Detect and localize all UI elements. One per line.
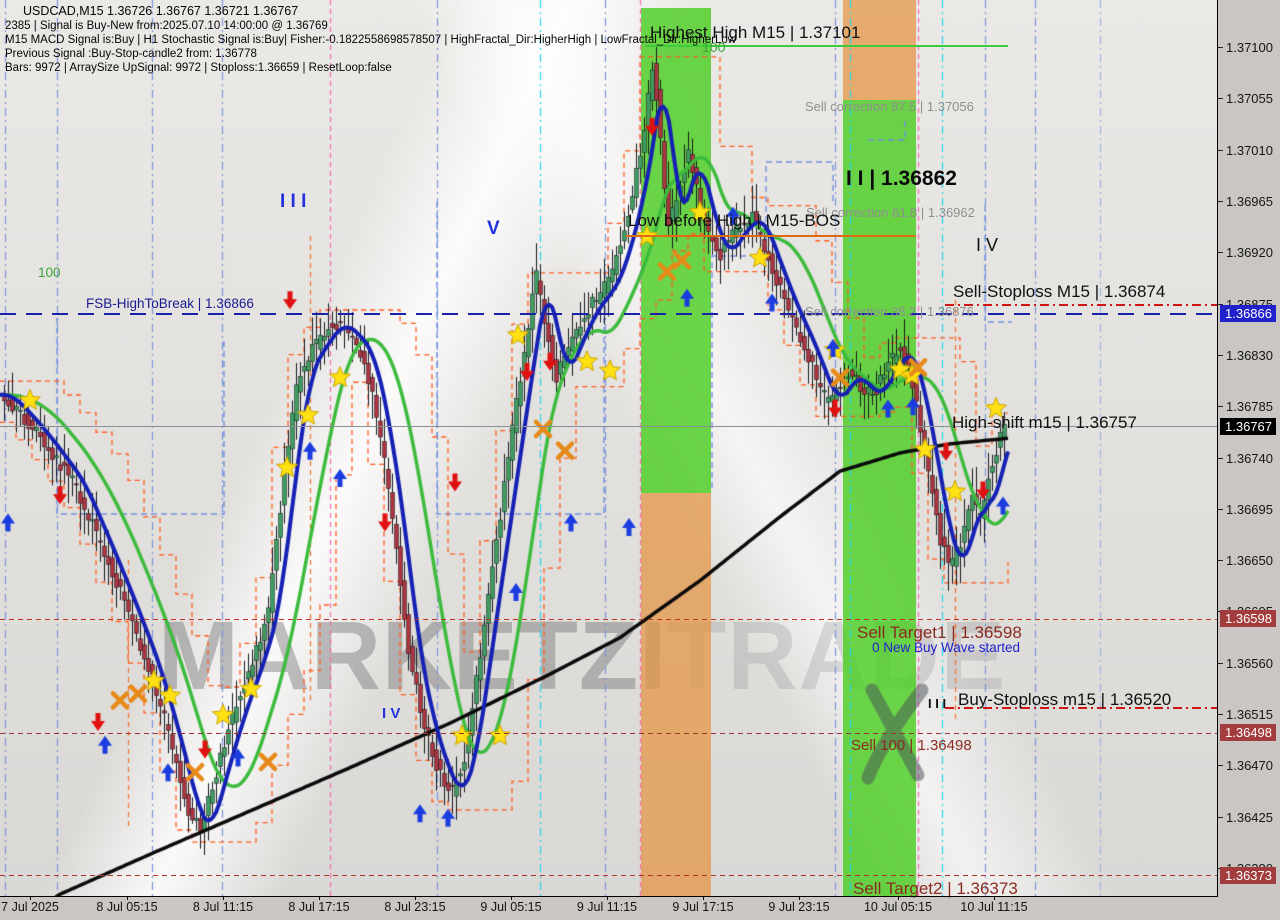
sell-stoploss-line[interactable] — [945, 303, 1217, 306]
time-tick-label: 8 Jul 05:15 — [96, 900, 158, 914]
chart-canvas[interactable] — [0, 0, 1217, 896]
time-tick-mark — [127, 896, 128, 900]
price-badge: 1.36866 — [1220, 304, 1276, 322]
price-tick-label: 1.36650 — [1226, 553, 1273, 569]
price-tick-label: 1.36740 — [1226, 450, 1273, 466]
sell-correction-382-label: Sell correction 38.2 | 1.36876 — [805, 304, 974, 319]
fsb-high-to-break-line[interactable] — [0, 312, 1217, 315]
price-tick-mark — [1218, 560, 1223, 562]
price-tick-label: 1.36515 — [1226, 707, 1273, 723]
price-tick-label: 1.36785 — [1226, 399, 1273, 415]
label-100-left-label: 100 — [38, 265, 61, 280]
time-tick-label: 7 Jul 2025 — [1, 900, 59, 914]
signal-line: 2385 | Signal is Buy-New from:2025.07.10… — [5, 20, 328, 32]
macd-stoch-line: M15 MACD Signal is:Buy | H1 Stochastic S… — [5, 34, 737, 46]
highest-high-label: Highest High M15 | 1.37101 — [650, 23, 861, 42]
time-tick-label: 8 Jul 17:15 — [288, 900, 350, 914]
time-tick-mark — [415, 896, 416, 900]
label-100-top-label: 100 — [702, 39, 726, 55]
indicator-info-panel: USDCAD,M15 1.36726 1.36767 1.36721 1.367… — [5, 4, 736, 75]
wave-iv-blue-label: I V — [382, 705, 401, 722]
time-tick-mark — [994, 896, 995, 900]
price-tick-label: 1.37010 — [1226, 142, 1273, 158]
sell-start-100-line[interactable] — [645, 44, 1008, 47]
time-tick-mark — [319, 896, 320, 900]
price-badge: 1.36767 — [1220, 417, 1276, 435]
price-tick-mark — [1218, 662, 1223, 664]
time-tick-label: 9 Jul 23:15 — [768, 900, 830, 914]
price-tick-label: 1.37055 — [1226, 91, 1273, 107]
time-tick-label: 9 Jul 11:15 — [576, 900, 638, 914]
price-badge: 1.36498 — [1220, 724, 1276, 742]
time-tick-mark — [30, 896, 31, 900]
buy-stoploss-line[interactable] — [945, 707, 1217, 710]
price-tick-mark — [1218, 457, 1223, 459]
time-tick-mark — [898, 896, 899, 900]
price-tick-mark — [1218, 149, 1223, 151]
sell-correction-618-label: Sell correction 61.8 | 1.36962 — [806, 205, 975, 220]
price-tick-mark — [1218, 816, 1223, 818]
price-badge: 1.36598 — [1220, 610, 1276, 628]
price-tick-label: 1.37100 — [1226, 40, 1273, 55]
price-tick-mark — [1218, 508, 1223, 510]
current-price-line[interactable] — [0, 426, 1217, 428]
time-tick-mark — [223, 896, 224, 900]
wave-iii-blue-label: I I I — [280, 191, 307, 212]
sell-target1-label-label: Sell Target1 | 1.36598 — [857, 623, 1022, 642]
price-axis-border — [1217, 0, 1218, 897]
price-tick-mark — [1218, 252, 1223, 254]
bos-line[interactable] — [626, 235, 916, 238]
sell-100-line[interactable] — [0, 732, 1217, 734]
time-tick-label: 9 Jul 17:15 — [672, 900, 734, 914]
sell-target1-line[interactable] — [0, 618, 1217, 620]
time-tick-label: 8 Jul 23:15 — [384, 900, 446, 914]
buy-stoploss-label-label: Buy-Stoploss m15 | 1.36520 — [958, 690, 1172, 709]
wave-iv-right-label: I V — [976, 235, 999, 255]
wave-ii-label: I I | 1.36862 — [846, 167, 957, 190]
symbol-ohlc-line: USDCAD,M15 1.36726 1.36767 1.36721 1.367… — [23, 4, 299, 18]
previous-signal-line: Previous Signal :Buy-Stop-candle2 from: … — [5, 48, 257, 60]
sell-stoploss-label-label: Sell-Stoploss M15 | 1.36874 — [953, 282, 1166, 301]
time-tick-mark — [607, 896, 608, 900]
price-tick-mark — [1218, 354, 1223, 356]
price-tick-label: 1.36920 — [1226, 245, 1273, 261]
sell-target2-label-label: Sell Target2 | 1.36373 — [853, 879, 1018, 898]
time-tick-label: 8 Jul 11:15 — [192, 900, 254, 914]
new-buy-wave-label: 0 New Buy Wave started — [872, 640, 1021, 655]
time-tick-label: 10 Jul 11:15 — [960, 900, 1028, 914]
sell-target2-line[interactable] — [0, 875, 1217, 877]
price-tick-label: 1.36695 — [1226, 501, 1273, 517]
price-tick-mark — [1218, 47, 1223, 48]
price-tick-mark — [1218, 406, 1223, 408]
price-tick-label: 1.36470 — [1226, 758, 1273, 774]
price-tick-label: 1.36830 — [1226, 347, 1273, 363]
time-tick-label: 10 Jul 05:15 — [863, 900, 933, 914]
fsb-label-label: FSB-HighToBreak | 1.36866 — [86, 296, 254, 311]
price-tick-mark — [1218, 98, 1223, 100]
high-shift-label-label: High-shift m15 | 1.36757 — [952, 413, 1137, 432]
sell-100-label-label: Sell 100 | 1.36498 — [851, 737, 972, 754]
chart-plot-area[interactable]: MARKETZITRADE Highest High M15 | 1.37101… — [0, 0, 1217, 898]
price-tick-mark — [1218, 200, 1223, 202]
time-axis-border — [0, 896, 1218, 897]
time-tick-mark — [511, 896, 512, 900]
price-badge: 1.36373 — [1220, 866, 1276, 884]
wave-v-blue-label: V — [487, 218, 500, 239]
time-tick-label: 9 Jul 05:15 — [480, 900, 542, 914]
bars-stats-line: Bars: 9972 | ArraySize UpSignal: 9972 | … — [5, 62, 392, 74]
price-tick-label: 1.36425 — [1226, 809, 1273, 825]
price-tick-mark — [1218, 714, 1223, 716]
sell-correction-875-label: Sell correction 87.5 | 1.37056 — [805, 99, 974, 114]
wave-iii-small-label: I I I — [928, 696, 947, 711]
time-tick-mark — [703, 896, 704, 900]
price-tick-label: 1.36560 — [1226, 655, 1273, 671]
price-tick-mark — [1218, 765, 1223, 767]
price-tick-mark — [1218, 303, 1223, 305]
low-before-high-label: Low before High | M15-BOS — [628, 211, 841, 230]
time-axis[interactable]: 7 Jul 2025 8 Jul 05:15 8 Jul 11:15 8 Jul 17… — [0, 896, 1280, 920]
time-tick-mark — [799, 896, 800, 900]
price-tick-label: 1.36965 — [1226, 193, 1273, 209]
price-axis[interactable]: 1.37100 1.37055 1.37010 1.36965 1.36920 1.368… — [1217, 0, 1280, 896]
